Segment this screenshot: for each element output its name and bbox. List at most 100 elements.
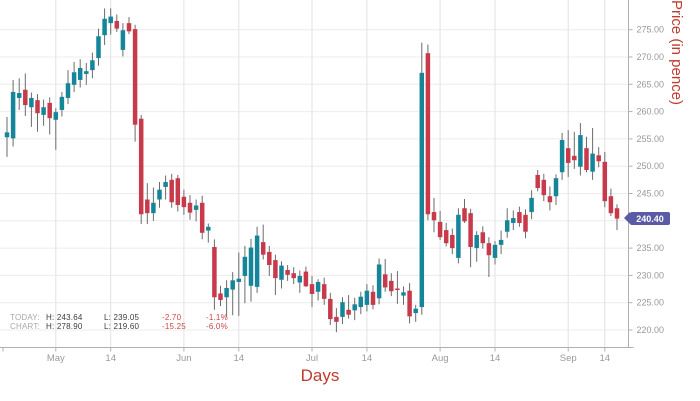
y-tick-label: 245.00 <box>637 189 665 199</box>
candle-up <box>254 235 260 287</box>
y-tick-label: 220.00 <box>637 325 665 335</box>
y-tick-label: 275.00 <box>637 25 665 35</box>
y-tick-label: 235.00 <box>637 243 665 253</box>
y-tick-label: 265.00 <box>637 79 665 89</box>
candle-down <box>267 251 272 266</box>
chart-legend: TODAY: H: 243.64 L: 239.05 -2.70 -1.1% C… <box>10 313 250 331</box>
candle-up <box>151 202 156 214</box>
x-tick-label: 14 <box>490 353 501 364</box>
candle-up <box>511 218 516 223</box>
candle-up <box>401 292 406 296</box>
candle-down <box>199 202 205 233</box>
candle-down <box>443 230 449 244</box>
candle-up <box>340 302 345 317</box>
x-tick-label: 14 <box>362 353 373 364</box>
candle-up <box>224 287 229 298</box>
candle-up <box>529 197 534 213</box>
y-tick-label: 260.00 <box>637 107 665 117</box>
candle-up <box>193 205 199 210</box>
candle-down <box>425 53 431 215</box>
candle-down <box>523 214 528 232</box>
candle-down <box>614 208 620 219</box>
candle-up <box>376 264 382 299</box>
candle-down <box>486 243 492 256</box>
candle-down <box>468 213 473 248</box>
candle-up <box>248 247 254 286</box>
candle-up <box>578 135 583 167</box>
candle-down <box>138 118 144 215</box>
legend-chart-low: L: 219.60 <box>104 322 140 331</box>
candle-down <box>321 284 327 299</box>
candle-down <box>145 199 150 214</box>
candle-down <box>407 290 412 317</box>
candle-down <box>309 284 315 294</box>
candle-up <box>559 139 565 173</box>
candle-down <box>260 242 266 255</box>
legend-chart-pct: -6.0% <box>206 322 228 331</box>
x-axis-title: Days <box>300 366 340 385</box>
candle-down <box>181 196 187 208</box>
legend-row-chart: CHART: H: 278.90 L: 219.60 -15.25 -6.0% <box>10 322 250 331</box>
legend-today-high: H: 243.64 <box>46 313 83 322</box>
candle-up <box>163 182 168 187</box>
candle-down <box>541 179 547 196</box>
candle-down <box>382 274 388 288</box>
x-tick-label: May <box>47 353 65 364</box>
candle-up <box>413 308 418 314</box>
candle-up <box>206 226 211 231</box>
candle-up <box>504 220 510 232</box>
candle-up <box>102 18 107 36</box>
y-tick-label: 250.00 <box>637 161 665 171</box>
x-tick-label: 14 <box>105 353 116 364</box>
x-tick-label: 14 <box>234 353 245 364</box>
candle-down <box>334 316 339 322</box>
candle-up <box>16 93 22 98</box>
candle-up <box>84 71 89 74</box>
candle-up <box>352 304 357 311</box>
candle-down <box>273 260 278 279</box>
candle-up <box>90 60 95 71</box>
legend-chart-change: -15.25 <box>162 322 186 331</box>
candle-down <box>584 148 589 171</box>
candle-down <box>437 221 443 238</box>
candle-down <box>285 269 290 275</box>
candle-up <box>236 278 242 282</box>
candle-down <box>35 100 40 114</box>
candle-down <box>608 196 614 214</box>
candle-up <box>358 296 364 308</box>
candle-up <box>157 189 162 200</box>
candle-up <box>230 280 235 290</box>
candle-down <box>565 148 571 163</box>
y-tick-label: 230.00 <box>637 270 665 280</box>
candle-up <box>59 96 65 110</box>
candle-up <box>498 239 504 245</box>
candle-up <box>590 153 595 172</box>
candle-up <box>279 265 284 280</box>
candle-down <box>431 212 437 221</box>
candle-up <box>53 112 59 120</box>
candle-up <box>4 132 10 138</box>
candle-down <box>114 20 120 29</box>
y-tick-label: 255.00 <box>637 134 665 144</box>
candle-up <box>242 256 248 276</box>
candle-up <box>29 97 34 108</box>
candle-up <box>71 72 77 85</box>
candle-down <box>370 291 376 305</box>
candle-up <box>315 281 321 292</box>
candle-down <box>303 271 309 287</box>
candle-down <box>23 89 28 106</box>
candle-down <box>450 234 455 249</box>
y-axis-title: Price (in pence) <box>668 0 685 106</box>
candle-down <box>346 309 351 315</box>
last-price-badge: 240.40 <box>624 212 670 225</box>
legend-today-label: TODAY: <box>10 313 40 322</box>
candle-up <box>553 178 559 197</box>
legend-chart-high: H: 278.90 <box>46 322 83 331</box>
candle-up <box>10 91 16 139</box>
candle-down <box>328 298 333 320</box>
y-tick-label: 225.00 <box>637 298 665 308</box>
last-price-value: 240.40 <box>636 213 664 224</box>
candle-up <box>492 244 498 258</box>
candle-down <box>132 29 138 125</box>
candle-up <box>364 290 370 305</box>
